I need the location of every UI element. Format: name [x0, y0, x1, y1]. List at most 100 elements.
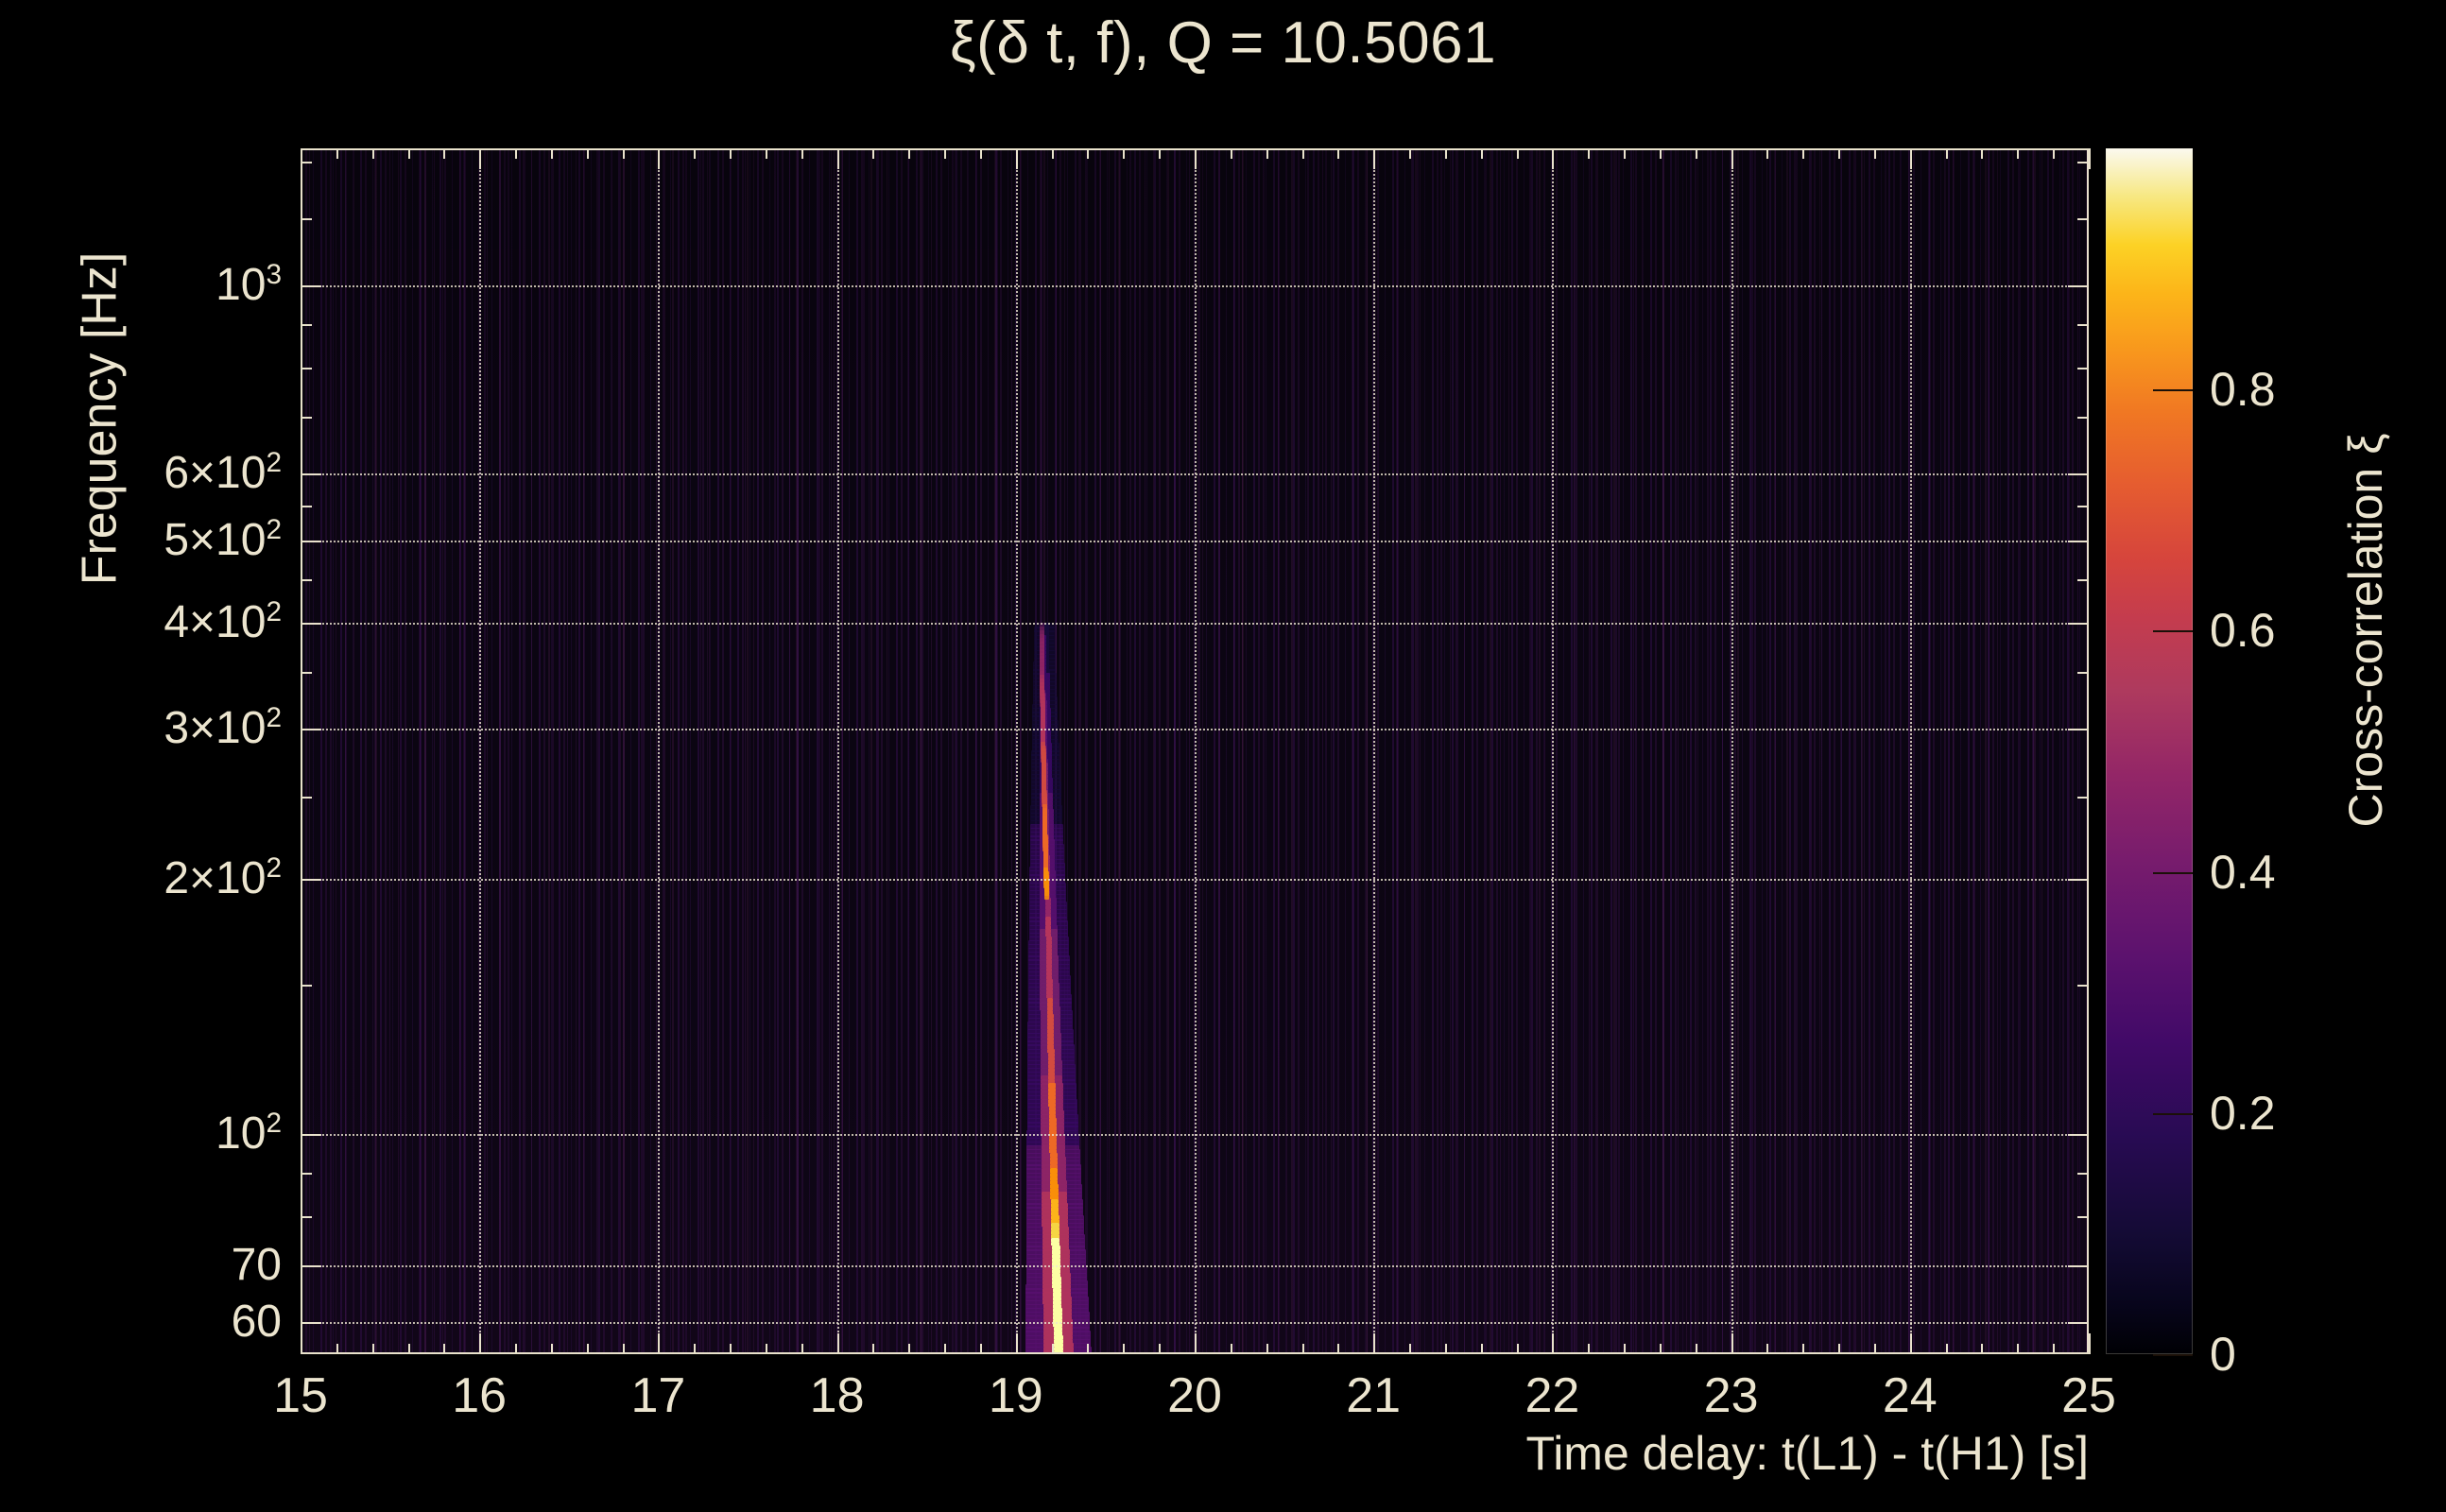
- x-tick-minor: [1981, 1344, 1984, 1354]
- heatmap-plot-area[interactable]: [301, 148, 2089, 1354]
- colorbar-tick-label: 0: [2210, 1328, 2236, 1381]
- x-tick-major: [1015, 1333, 1018, 1354]
- y-tick-major-right: [2068, 1264, 2089, 1267]
- x-tick-minor: [730, 1344, 732, 1354]
- y-tick-label: 5×102: [113, 516, 282, 563]
- x-axis-title: Time delay: t(L1) - t(H1) [s]: [1525, 1427, 2089, 1480]
- y-tick-label-exponent: 2: [266, 514, 282, 546]
- x-tick-minor-top: [694, 148, 697, 159]
- x-tick-minor-top: [2053, 148, 2056, 159]
- x-tick-label: 24: [1882, 1368, 1938, 1423]
- y-tick-label: 70: [231, 1239, 282, 1290]
- y-tick-major: [301, 541, 321, 543]
- x-tick-minor: [1624, 1344, 1627, 1354]
- x-tick-label: 23: [1703, 1368, 1759, 1423]
- y-tick-label: 4×102: [113, 598, 282, 645]
- x-tick-minor: [1588, 1344, 1591, 1354]
- y-tick-minor-right: [2077, 672, 2089, 675]
- x-tick-minor: [801, 1344, 803, 1354]
- colorbar-gradient[interactable]: [2106, 148, 2193, 1354]
- x-tick-minor-top: [371, 148, 374, 159]
- y-tick-minor: [301, 1172, 312, 1175]
- y-tick-major-right: [2068, 1322, 2089, 1325]
- noise-vertical-shading: [301, 148, 2089, 1354]
- x-tick-minor: [1945, 1344, 1948, 1354]
- y-tick-minor: [301, 323, 312, 326]
- x-tick-minor: [1695, 1344, 1697, 1354]
- x-tick-minor: [1087, 1344, 1090, 1354]
- y-tick-major-right: [2068, 1133, 2089, 1136]
- y-tick-major: [301, 729, 321, 731]
- y-tick-label: 2×102: [113, 853, 282, 902]
- x-tick-major: [836, 1333, 839, 1354]
- x-tick-minor: [1230, 1344, 1232, 1354]
- x-tick-minor-top: [515, 148, 518, 159]
- y-tick-minor-right: [2077, 796, 2089, 799]
- x-tick-minor-top: [872, 148, 875, 159]
- x-tick-minor-top: [1337, 148, 1340, 159]
- x-tick-minor: [515, 1344, 518, 1354]
- y-tick-minor-right: [2077, 984, 2089, 987]
- y-tick-major: [301, 473, 321, 476]
- x-tick-major: [479, 1333, 482, 1354]
- colorbar-tick-label: 0.4: [2210, 845, 2276, 899]
- y-tick-label-exponent: 2: [266, 851, 282, 884]
- x-tick-minor: [694, 1344, 697, 1354]
- x-tick-minor: [1766, 1344, 1769, 1354]
- colorbar-tick-label: 0.8: [2210, 363, 2276, 417]
- x-tick-major-top: [1373, 148, 1376, 169]
- y-tick-minor-right: [2077, 416, 2089, 419]
- x-tick-minor-top: [1444, 148, 1447, 159]
- y-tick-minor-right: [2077, 161, 2089, 163]
- x-tick-minor: [765, 1344, 767, 1354]
- y-tick-major-right: [2068, 623, 2089, 626]
- x-tick-major: [1195, 1333, 1197, 1354]
- x-tick-minor: [1838, 1344, 1841, 1354]
- y-tick-minor: [301, 796, 312, 799]
- x-tick-minor-top: [407, 148, 410, 159]
- x-tick-major: [1731, 1333, 1733, 1354]
- x-tick-label: 20: [1167, 1368, 1222, 1423]
- x-tick-minor: [550, 1344, 553, 1354]
- page-title: ξ(δ t, f), Q = 10.5061: [949, 10, 1497, 76]
- x-tick-minor-top: [1266, 148, 1268, 159]
- y-tick-minor: [301, 367, 312, 369]
- x-tick-minor-top: [944, 148, 947, 159]
- y-tick-major: [301, 878, 321, 881]
- x-tick-minor: [1480, 1344, 1483, 1354]
- x-tick-minor-top: [1409, 148, 1412, 159]
- x-tick-minor-top: [1087, 148, 1090, 159]
- x-tick-major-top: [301, 148, 302, 169]
- x-tick-minor: [908, 1344, 911, 1354]
- colorbar-tick: [2153, 630, 2193, 633]
- colorbar-tick: [2153, 871, 2193, 874]
- x-tick-minor-top: [1802, 148, 1805, 159]
- colorbar-tick: [2153, 1112, 2193, 1115]
- x-tick-minor-top: [1516, 148, 1519, 159]
- x-tick-minor-top: [1051, 148, 1054, 159]
- y-axis-title: Frequency [Hz]: [66, 148, 132, 1354]
- x-tick-minor: [1444, 1344, 1447, 1354]
- x-tick-minor: [2017, 1344, 2020, 1354]
- colorbar-title-text: Cross-correlation ξ: [2339, 433, 2392, 828]
- y-tick-minor-right: [2077, 367, 2089, 369]
- x-tick-minor: [944, 1344, 947, 1354]
- x-tick-minor-top: [2017, 148, 2020, 159]
- x-tick-major: [2089, 1333, 2091, 1354]
- x-tick-minor: [1266, 1344, 1268, 1354]
- y-tick-label-mantissa: 3×10: [164, 703, 267, 754]
- x-tick-minor-top: [1981, 148, 1984, 159]
- x-tick-minor: [622, 1344, 625, 1354]
- x-tick-minor-top: [1945, 148, 1948, 159]
- y-tick-label-exponent: 2: [266, 1107, 282, 1139]
- y-tick-minor-right: [2077, 506, 2089, 508]
- y-tick-major: [301, 284, 321, 287]
- y-tick-major: [301, 1322, 321, 1325]
- x-tick-minor: [872, 1344, 875, 1354]
- x-tick-minor: [1802, 1344, 1805, 1354]
- y-tick-major-right: [2068, 473, 2089, 476]
- y-tick-major: [301, 623, 321, 626]
- y-tick-label-exponent: 2: [266, 702, 282, 734]
- x-tick-minor-top: [336, 148, 338, 159]
- x-tick-minor-top: [1123, 148, 1126, 159]
